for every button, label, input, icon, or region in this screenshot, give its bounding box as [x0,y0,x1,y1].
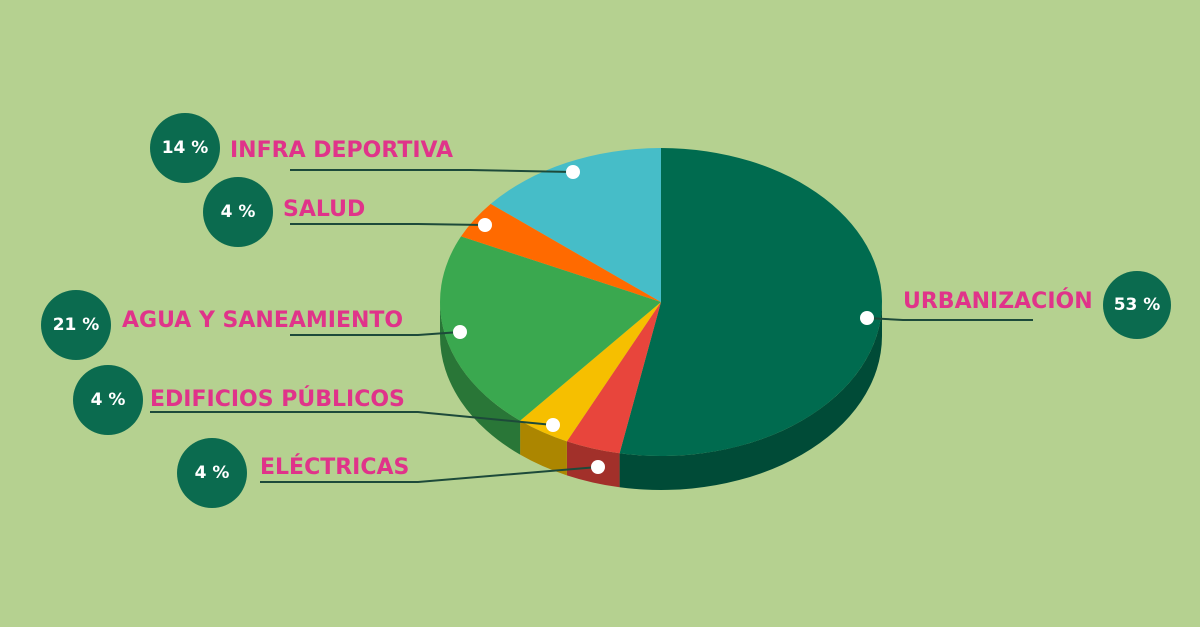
value-label: 21 % [53,315,100,335]
slice [461,203,661,302]
value-label: 14 % [162,138,209,158]
category-label: URBANIZACIÓN [903,288,1093,314]
category-label: AGUA Y SANEAMIENTO [122,308,403,333]
slice-side [619,302,882,490]
slice [566,302,661,454]
leader-line [290,331,461,336]
slice-side [520,420,567,476]
leader-line [290,223,486,226]
category-label: ELÉCTRICAS [260,454,409,480]
slice [440,236,661,421]
leader-dot [591,460,605,474]
category-label: EDIFICIOS PÚBLICOS [150,386,405,412]
value-badge [177,438,247,508]
leader-dot [566,165,580,179]
value-badge [150,113,220,183]
leader-line [290,169,574,173]
category-label: SALUD [283,197,365,222]
value-badge [73,365,143,435]
slice [619,148,882,456]
value-badge [203,177,273,247]
leader-dot [546,418,560,432]
value-label: 4 % [91,390,126,410]
value-label: 4 % [195,463,230,483]
leader-line [260,466,599,483]
leader-line [866,317,1033,321]
value-badge [41,290,111,360]
slice [490,148,661,302]
value-label: 53 % [1114,295,1161,315]
slice [520,302,661,442]
leader-line [150,411,554,426]
slice-side [440,302,521,455]
value-badge [1103,271,1171,339]
leader-dot [478,218,492,232]
leader-dot [453,325,467,339]
category-label: INFRA DEPORTIVA [230,138,453,163]
leader-dot [860,311,874,325]
value-label: 4 % [221,202,256,222]
